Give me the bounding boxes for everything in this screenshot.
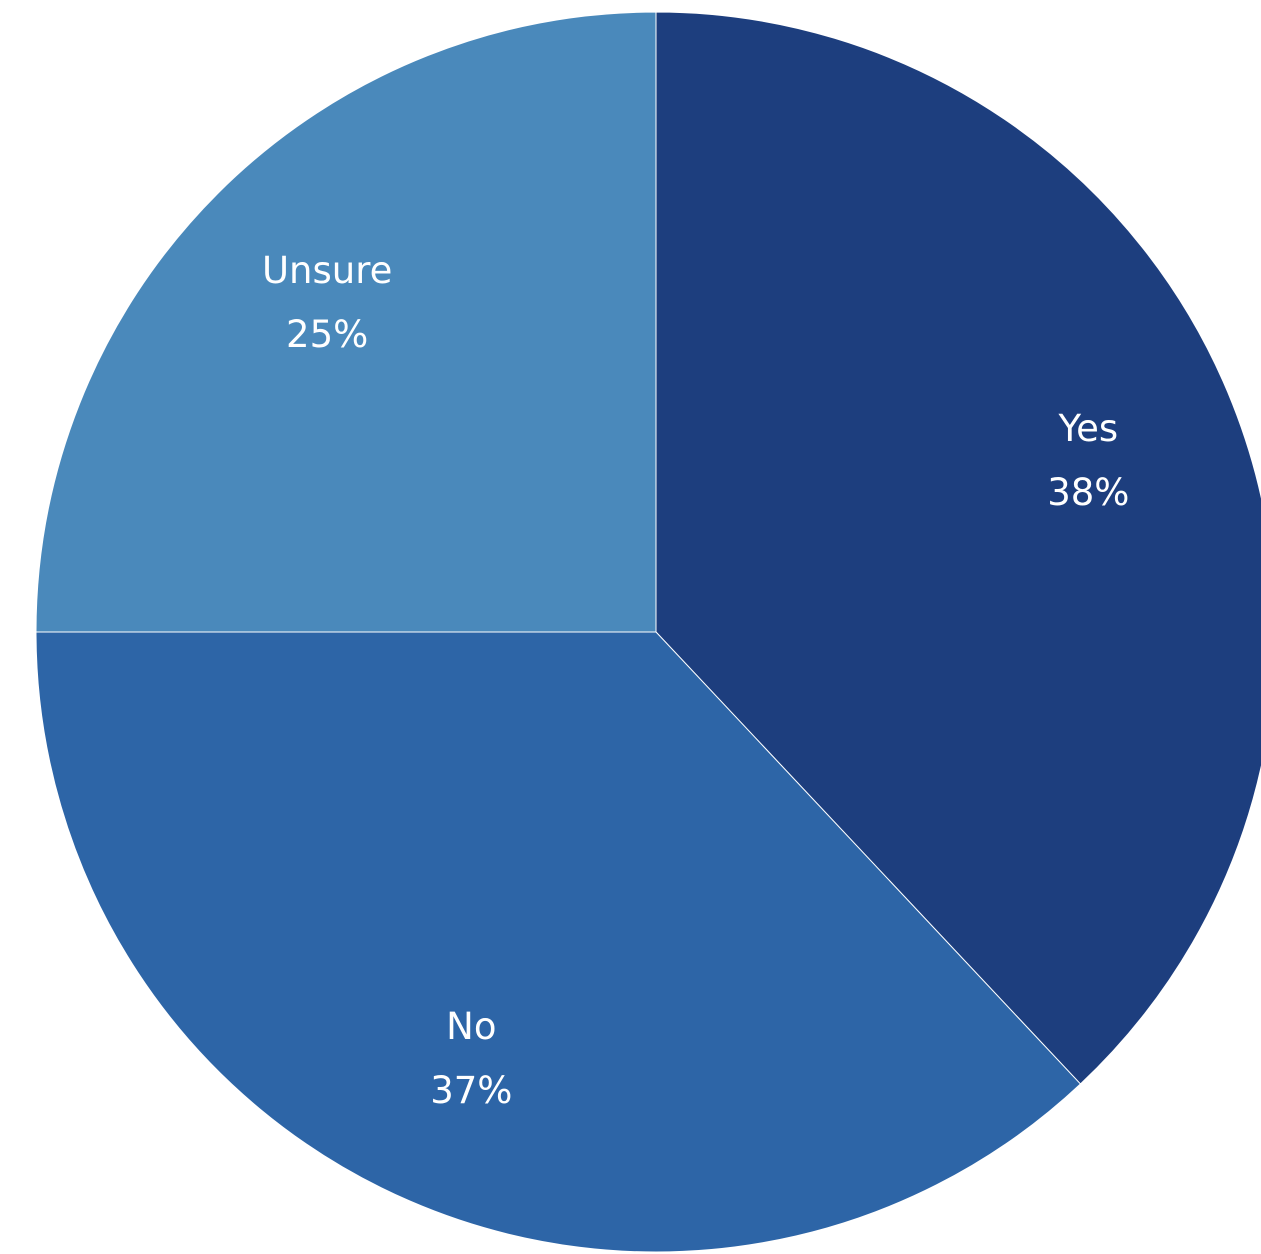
pie-slice-yes	[655, 11, 1261, 1085]
pie-label-percent: 38%	[1047, 470, 1130, 514]
pie-label-yes: Yes 38%	[1047, 397, 1129, 525]
pie-slice-no	[35, 631, 1082, 1253]
pie-label-unsure: Unsure 25%	[262, 239, 392, 367]
pie-slice-unsure	[35, 11, 657, 633]
pie-label-percent: 37%	[430, 1068, 513, 1112]
pie-label-category: Yes	[1058, 406, 1119, 450]
pie-label-category: No	[446, 1004, 497, 1048]
pie-label-category: Unsure	[261, 249, 393, 293]
pie-label-no: No 37%	[430, 995, 512, 1123]
pie-label-percent: 25%	[286, 313, 369, 357]
